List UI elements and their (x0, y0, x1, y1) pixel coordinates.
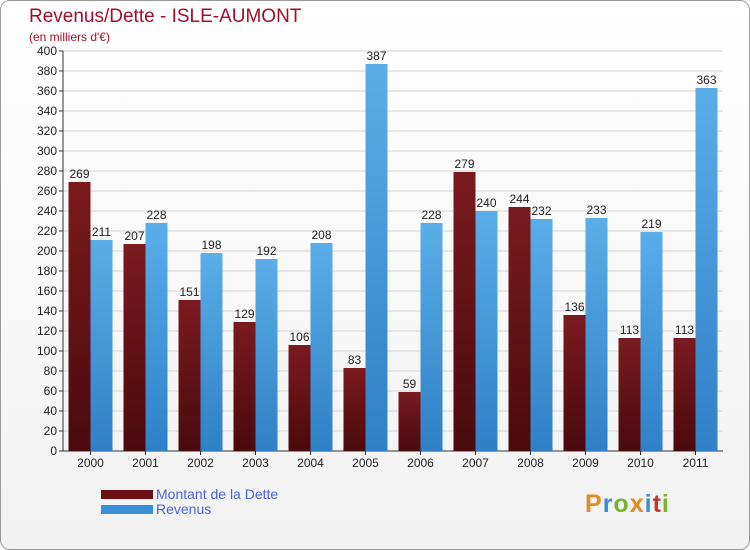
data-label: 219 (641, 217, 661, 231)
data-label: 192 (256, 244, 276, 258)
bar-dette (343, 368, 366, 451)
y-tick-label: 220 (37, 224, 57, 238)
y-tick-label: 320 (37, 124, 57, 138)
data-label: 59 (403, 377, 417, 391)
bar-revenus (585, 218, 608, 451)
y-tick-label: 300 (37, 144, 57, 158)
data-label: 113 (620, 323, 639, 337)
bar-dette (673, 338, 696, 451)
legend-swatch-revenus (101, 505, 153, 514)
bar-dette (398, 392, 421, 451)
y-tick-label: 60 (44, 384, 58, 398)
bar-revenus (475, 211, 498, 451)
bar-revenus (255, 259, 278, 451)
y-tick-label: 160 (37, 284, 57, 298)
data-label: 207 (124, 229, 144, 243)
data-label: 279 (454, 157, 474, 171)
logo-letter: t (652, 490, 662, 518)
x-tick-label: 2006 (407, 456, 434, 470)
y-tick-label: 240 (37, 204, 57, 218)
bar-revenus (145, 223, 168, 451)
y-tick-label: 100 (37, 344, 57, 358)
logo-letter: i (644, 490, 653, 518)
data-label: 269 (69, 167, 89, 181)
legend-label-dette: Montant de la Dette (156, 486, 279, 502)
legend-swatch-dette (101, 490, 153, 499)
y-tick-label: 80 (44, 364, 58, 378)
data-label: 244 (509, 192, 529, 206)
data-label: 211 (92, 225, 111, 239)
bar-revenus (200, 253, 223, 451)
y-tick-label: 200 (37, 244, 57, 258)
x-tick-label: 2011 (683, 456, 709, 470)
bar-dette (563, 315, 586, 451)
bar-revenus (420, 223, 443, 451)
bar-dette (123, 244, 146, 451)
y-tick-label: 0 (50, 444, 57, 458)
x-tick-label: 2009 (572, 456, 599, 470)
x-tick-label: 2003 (242, 456, 269, 470)
data-label: 233 (586, 203, 606, 217)
y-tick-label: 260 (37, 184, 57, 198)
y-tick-label: 120 (37, 324, 57, 338)
data-label: 151 (179, 285, 199, 299)
data-label: 363 (696, 73, 716, 87)
data-label: 228 (421, 208, 441, 222)
y-tick-label: 180 (37, 264, 57, 278)
y-tick-label: 400 (37, 44, 57, 58)
bar-revenus (365, 64, 388, 451)
data-label: 83 (348, 353, 362, 367)
chart-title: Revenus/Dette - ISLE-AUMONT (29, 6, 302, 27)
logo-letter: P (585, 490, 603, 518)
bar-dette (233, 322, 256, 451)
data-label: 387 (366, 49, 386, 63)
bar-dette (618, 338, 641, 451)
x-tick-label: 2004 (297, 456, 324, 470)
logo-letter: i (661, 490, 670, 518)
bar-dette (68, 182, 91, 451)
logo-letter: r (602, 490, 614, 518)
x-tick-label: 2000 (77, 456, 104, 470)
data-label: 106 (289, 330, 309, 344)
bar-revenus (640, 232, 663, 451)
data-label: 228 (146, 208, 166, 222)
data-label: 208 (311, 228, 331, 242)
bar-dette (178, 300, 201, 451)
data-label: 136 (564, 300, 584, 314)
x-tick-label: 2005 (352, 456, 379, 470)
x-tick-label: 2002 (187, 456, 214, 470)
y-tick-label: 360 (37, 84, 57, 98)
y-tick-label: 20 (44, 424, 58, 438)
proxiti-logo: Proxiti (585, 490, 670, 519)
bar-revenus (90, 240, 113, 451)
bar-dette (508, 207, 531, 451)
chart-subtitle: (en milliers d'€) (29, 30, 110, 44)
data-label: 240 (476, 196, 496, 210)
data-label: 232 (531, 204, 551, 218)
data-label: 113 (675, 323, 694, 337)
y-tick-label: 140 (37, 304, 57, 318)
y-tick-label: 380 (37, 64, 57, 78)
x-tick-label: 2001 (132, 456, 159, 470)
x-tick-label: 2010 (627, 456, 654, 470)
logo-letter: o (613, 490, 630, 518)
legend-label-revenus: Revenus (156, 501, 212, 517)
y-tick-label: 340 (37, 104, 57, 118)
x-tick-label: 2008 (517, 456, 544, 470)
data-label: 198 (201, 238, 221, 252)
bar-revenus (695, 88, 718, 451)
y-tick-label: 40 (44, 404, 58, 418)
bar-dette (288, 345, 311, 451)
logo-letter: x (629, 490, 645, 518)
x-tick-label: 2007 (462, 456, 489, 470)
y-tick-label: 280 (37, 164, 57, 178)
bar-dette (453, 172, 476, 451)
data-label: 129 (234, 307, 254, 321)
bar-revenus (310, 243, 333, 451)
bar-revenus (530, 219, 553, 451)
